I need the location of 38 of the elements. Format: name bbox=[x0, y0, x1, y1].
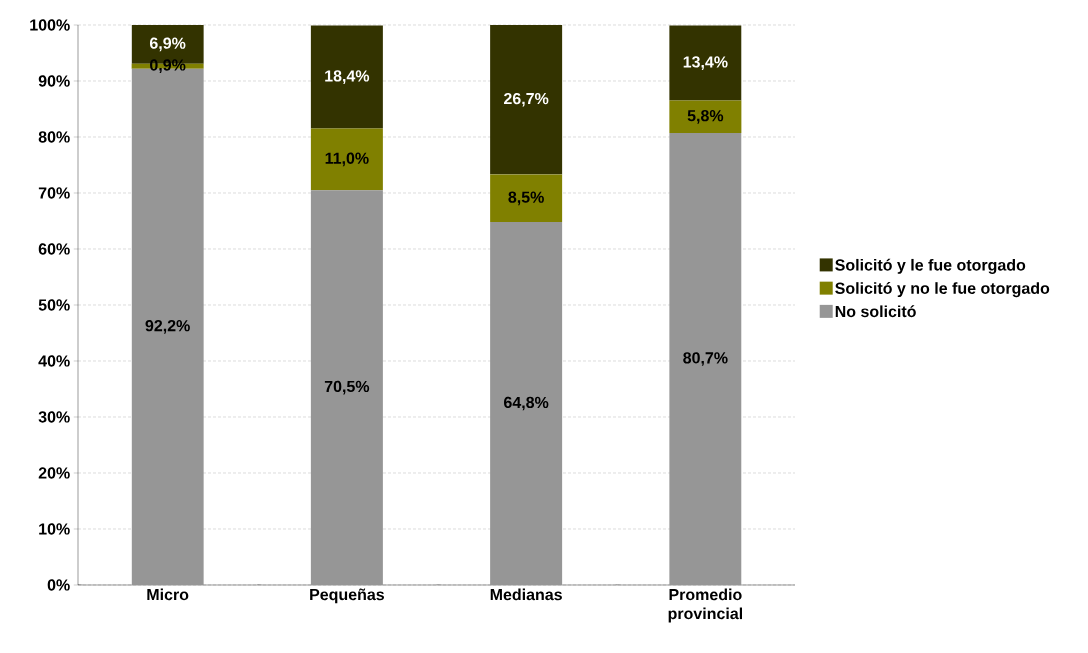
data-label: 13,4% bbox=[683, 56, 728, 70]
data-label: 64,8% bbox=[504, 396, 549, 411]
y-tick-label: 20% bbox=[38, 467, 70, 479]
y-tick-label: 90% bbox=[38, 75, 70, 87]
data-label: 5,8% bbox=[687, 110, 724, 124]
legend-label: No solicitó bbox=[835, 305, 916, 318]
data-label: 80,7% bbox=[683, 352, 728, 366]
y-tick-label: 60% bbox=[38, 243, 70, 255]
x-tick-label: Pequeñas bbox=[310, 588, 385, 604]
data-label: 70,5% bbox=[324, 380, 370, 395]
data-label: 6,9% bbox=[149, 37, 186, 52]
x-tick-label: Medianas bbox=[490, 588, 562, 601]
y-tick-label: 30% bbox=[38, 411, 70, 423]
bar bbox=[669, 25, 742, 101]
bar bbox=[310, 128, 383, 191]
data-label: 18,4% bbox=[325, 70, 370, 84]
x-tick-label: Micro bbox=[147, 588, 189, 601]
bar bbox=[490, 222, 563, 585]
legend-label: Solicitó y le fue otorgado bbox=[835, 258, 1026, 274]
bar bbox=[490, 24, 563, 175]
bar bbox=[490, 174, 563, 223]
data-label: 11,0% bbox=[325, 152, 369, 167]
y-tick-label: 80% bbox=[38, 131, 70, 143]
data-label: 92,2% bbox=[145, 320, 190, 334]
y-tick-label: 70% bbox=[38, 187, 70, 199]
data-label: 26,7% bbox=[503, 92, 549, 107]
y-tick-label: 10% bbox=[39, 523, 70, 535]
data-label: 8,5% bbox=[508, 191, 544, 206]
bar bbox=[669, 133, 742, 585]
y-tick-label: 40% bbox=[38, 355, 70, 367]
y-tick-label: 0% bbox=[47, 579, 70, 591]
legend-label: Solicitó y no le fue otorgado bbox=[835, 282, 1050, 298]
y-tick-label: 100% bbox=[30, 19, 70, 31]
x-tick-label: Promedio provincial bbox=[668, 588, 743, 623]
bar bbox=[310, 25, 383, 129]
bar bbox=[310, 190, 383, 585]
y-tick-label: 50% bbox=[38, 299, 70, 311]
bar bbox=[669, 100, 742, 134]
